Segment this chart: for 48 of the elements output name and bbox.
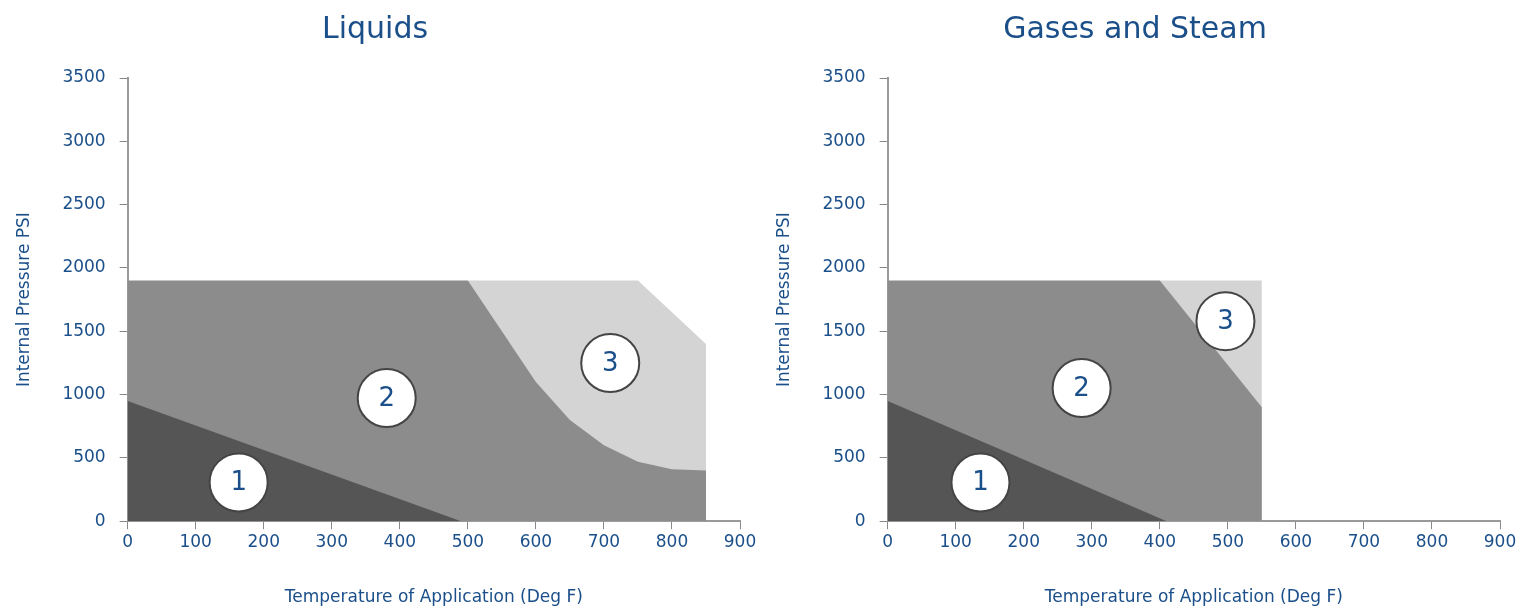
y-tick-label: 1500 bbox=[62, 319, 106, 340]
y-tick-label: 0 bbox=[854, 509, 866, 530]
x-axis-title: Temperature of Application (Deg F) bbox=[1043, 586, 1343, 607]
series-label: 1 bbox=[230, 466, 247, 497]
y-tick-label: 500 bbox=[833, 446, 866, 467]
chart-title: Liquids bbox=[321, 9, 429, 45]
x-tick-label: 600 bbox=[519, 530, 553, 551]
series-label: 2 bbox=[378, 381, 395, 412]
x-axis-title: Temperature of Application (Deg F) bbox=[283, 586, 583, 607]
y-tick-label: 1000 bbox=[62, 382, 106, 403]
x-tick-label: 800 bbox=[1415, 530, 1449, 551]
x-tick-label: 0 bbox=[882, 530, 894, 551]
x-tick-label: 300 bbox=[315, 530, 348, 551]
x-tick-label: 900 bbox=[1483, 530, 1517, 551]
x-tick-label: 400 bbox=[383, 530, 417, 551]
series-label: 1 bbox=[972, 466, 989, 497]
x-tick-label: 700 bbox=[587, 530, 621, 551]
x-tick-label: 0 bbox=[122, 530, 134, 551]
y-tick-label: 1000 bbox=[822, 382, 866, 403]
y-tick-label: 3500 bbox=[62, 66, 106, 87]
x-tick-label: 200 bbox=[1007, 530, 1040, 551]
x-tick-label: 700 bbox=[1347, 530, 1381, 551]
x-tick-label: 200 bbox=[247, 530, 280, 551]
x-tick-label: 100 bbox=[179, 530, 212, 551]
y-tick-label: 2000 bbox=[62, 256, 106, 277]
y-tick-label: 500 bbox=[73, 446, 106, 467]
y-tick-label: 3500 bbox=[822, 66, 866, 87]
x-tick-label: 100 bbox=[939, 530, 972, 551]
y-axis-title: Internal Pressure PSI bbox=[772, 212, 793, 388]
series-label: 2 bbox=[1073, 371, 1090, 402]
x-tick-label: 800 bbox=[655, 530, 689, 551]
x-tick-label: 500 bbox=[1211, 530, 1245, 551]
y-tick-label: 3000 bbox=[822, 129, 866, 150]
x-tick-label: 600 bbox=[1279, 530, 1313, 551]
y-tick-label: 2500 bbox=[62, 193, 106, 214]
x-tick-label: 400 bbox=[1143, 530, 1177, 551]
series-label: 3 bbox=[1217, 304, 1234, 335]
y-tick-label: 0 bbox=[94, 509, 106, 530]
y-tick-label: 3000 bbox=[62, 129, 106, 150]
y-tick-label: 2500 bbox=[822, 193, 866, 214]
x-tick-label: 900 bbox=[723, 530, 757, 551]
chart-title: Gases and Steam bbox=[1003, 9, 1267, 45]
y-tick-label: 2000 bbox=[822, 256, 866, 277]
x-tick-label: 300 bbox=[1075, 530, 1108, 551]
y-axis-title: Internal Pressure PSI bbox=[12, 212, 33, 388]
y-tick-label: 1500 bbox=[822, 319, 866, 340]
series-label: 3 bbox=[601, 346, 619, 377]
x-tick-label: 500 bbox=[451, 530, 485, 551]
